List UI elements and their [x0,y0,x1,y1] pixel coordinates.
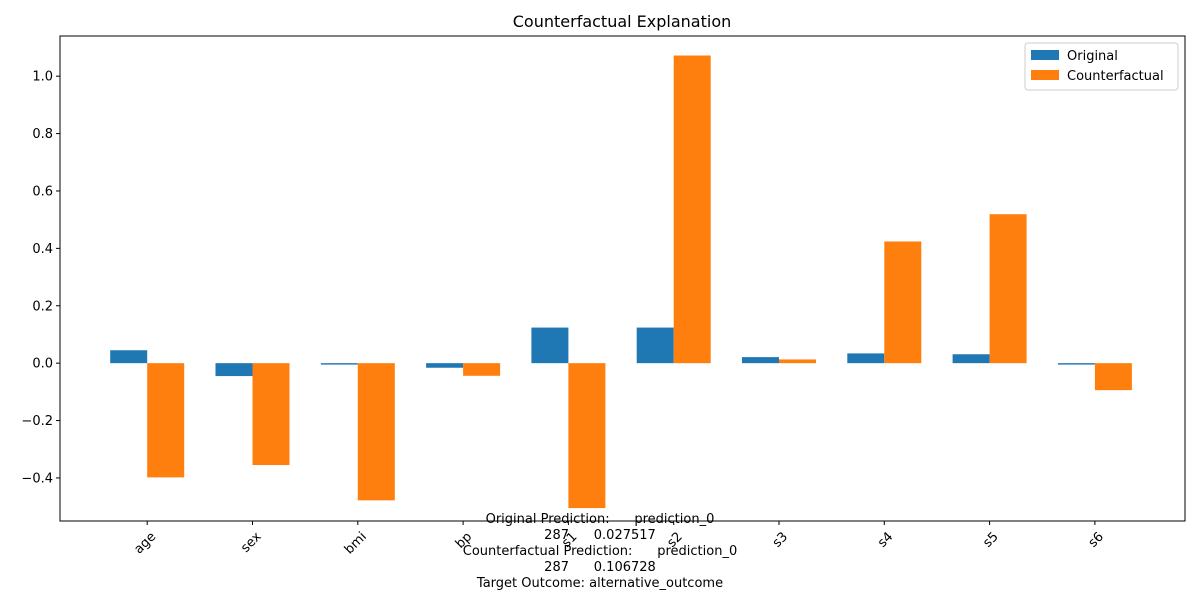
bar-counterfactual-s2 [673,55,711,364]
bar-counterfactual-s6 [1094,363,1132,391]
bar-original-bp [426,363,464,368]
bar-counterfactual-sex [252,363,290,466]
bar-counterfactual-s4 [884,241,922,364]
bar-original-s6 [1057,363,1095,365]
annotation-line: Original Prediction: prediction_0 [486,512,715,527]
chart-title: Counterfactual Explanation [513,12,732,31]
bar-original-s4 [847,353,885,364]
x-tick-label-age: age [132,529,160,557]
y-tick-label: 0.6 [32,184,53,199]
bar-original-s3 [742,357,779,364]
x-tick-label-bmi: bmi [342,529,370,557]
annotation-line: Target Outcome: alternative_outcome [476,576,723,591]
bar-original-s5 [952,354,990,364]
bar-original-sex [215,363,253,377]
y-tick-label: 0.2 [32,299,53,314]
bar-counterfactual-s3 [779,359,816,364]
annotation-line: Counterfactual Prediction: prediction_0 [463,544,737,559]
y-tick-label: 0.4 [32,242,53,257]
x-tick-label-s3: s3 [770,529,791,550]
legend-swatch-original [1031,50,1059,60]
bar-counterfactual-s1 [568,363,606,509]
bar-original-age [110,350,148,364]
bar-original-bmi [320,363,358,365]
legend-swatch-counterfactual [1031,70,1059,80]
legend [1024,42,1179,91]
annotation-line: 287 0.106728 [544,560,656,575]
legend-label-counterfactual: Counterfactual [1067,69,1164,84]
y-tick-label: 0.0 [32,357,53,372]
bar-counterfactual-age [147,363,185,478]
bar-counterfactual-s5 [989,214,1027,364]
annotation-line: 287 0.027517 [544,528,656,543]
x-tick-label-sex: sex [238,529,265,556]
x-tick-label-s4: s4 [875,529,896,550]
y-tick-label: −0.4 [21,471,53,486]
bar-original-s2 [636,327,674,364]
y-tick-label: 0.8 [32,127,53,142]
plot-frame [59,35,1186,522]
legend-label-original: Original [1067,49,1118,64]
bar-counterfactual-bmi [357,363,395,501]
bar-counterfactual-bp [463,363,501,376]
y-tick-label: 1.0 [32,70,53,85]
y-tick-label: −0.2 [21,414,53,429]
bar-original-s1 [531,327,569,364]
x-tick-label-s5: s5 [980,529,1001,550]
x-tick-label-s6: s6 [1086,529,1107,550]
